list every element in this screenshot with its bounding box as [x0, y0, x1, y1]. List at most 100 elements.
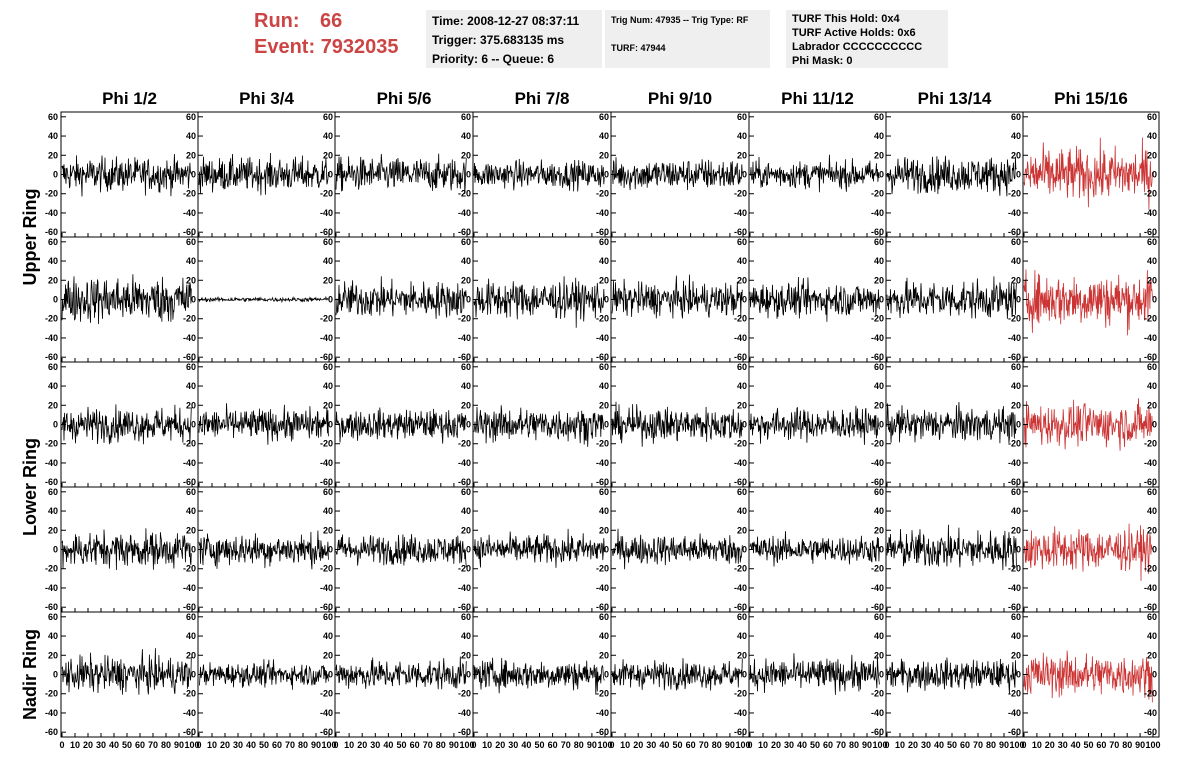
ytick-label-r3-c2-3: 0	[328, 420, 333, 430]
ytick-label-r2-c8-5: -40	[1144, 333, 1157, 343]
ytick-label-r1-c8-0: 60	[1147, 112, 1157, 122]
run-label: Run:	[254, 10, 300, 32]
ytick-label-r4-c6-1: 40	[874, 506, 884, 516]
ytick-label-r3-c6-5: -40	[871, 458, 884, 468]
ytick-label-left-r5-6: -60	[45, 727, 58, 737]
trig-num-readout: Trig Num: 47935 -- Trig Type: RF	[611, 15, 749, 25]
ytick-label-r3-c6-4: -20	[871, 439, 884, 449]
ytick-label-r2-c4-2: 20	[599, 275, 609, 285]
ytick-label-r2-c2-0: 60	[323, 237, 333, 247]
xtick-label-c7-5: 50	[947, 740, 957, 750]
ytick-label-r2-c4-4: -20	[596, 314, 609, 324]
trace-r5-c5	[611, 658, 743, 691]
ytick-label-r4-c7-2: 20	[1011, 525, 1021, 535]
ytick-label-r5-c6-4: -20	[871, 689, 884, 699]
xtick-label-c3-2: 20	[357, 740, 367, 750]
ytick-label-r1-c3-3: 0	[466, 170, 471, 180]
ytick-label-r3-c2-1: 40	[323, 381, 333, 391]
trace-r2-c2	[198, 295, 329, 304]
xtick-label-c8-8: 80	[1122, 740, 1132, 750]
ytick-label-r1-c1-1: 40	[186, 131, 196, 141]
trace-r4-c6	[749, 531, 880, 567]
ytick-label-r3-c6-6: -60	[871, 477, 884, 487]
ytick-label-r4-c3-2: 20	[461, 525, 471, 535]
trace-r4-c3	[335, 534, 467, 568]
ytick-label-left-r4-5: -40	[45, 583, 58, 593]
ytick-label-r2-c6-2: 20	[874, 275, 884, 285]
xtick-label-c6-3: 30	[784, 740, 794, 750]
ytick-label-r3-c7-1: 40	[1011, 381, 1021, 391]
ytick-label-r1-c6-2: 20	[874, 150, 884, 160]
ytick-label-r4-c5-4: -20	[734, 564, 747, 574]
xtick-label-c3-6: 60	[410, 740, 420, 750]
ytick-label-r4-c7-4: -20	[1008, 564, 1021, 574]
ytick-label-r5-c2-1: 40	[323, 631, 333, 641]
ytick-label-r5-c8-1: 40	[1147, 631, 1157, 641]
ytick-label-r1-c6-1: 40	[874, 131, 884, 141]
ytick-label-r4-c5-5: -40	[734, 583, 747, 593]
phi-mask-readout: Phi Mask: 0	[792, 55, 853, 67]
turf-hold-info-box: TURF This Hold: 0x4 TURF Active Holds: 0…	[786, 10, 948, 68]
ytick-label-r1-c3-1: 40	[461, 131, 471, 141]
xtick-label-c7-1: 10	[895, 740, 905, 750]
ytick-label-r5-c1-5: -40	[183, 708, 196, 718]
xtick-label-c7-7: 70	[973, 740, 983, 750]
ytick-label-r5-c3-2: 20	[461, 650, 471, 660]
ytick-label-r2-c6-0: 60	[874, 237, 884, 247]
ytick-label-r3-c3-6: -60	[458, 477, 471, 487]
ytick-label-left-r4-6: -60	[45, 602, 58, 612]
trace-r2-c8	[1023, 269, 1153, 336]
column-header-1: Phi 1/2	[102, 89, 157, 108]
ytick-label-r5-c7-3: 0	[1016, 670, 1021, 680]
trace-r3-c1	[61, 404, 192, 445]
trace-r4-c1	[61, 528, 192, 571]
ytick-label-r2-c2-6: -60	[320, 352, 333, 362]
xtick-label-c1-4: 40	[109, 740, 119, 750]
ytick-label-r4-c8-6: -60	[1144, 602, 1157, 612]
ytick-label-r5-c5-4: -20	[734, 689, 747, 699]
xtick-label-c2-7: 70	[285, 740, 295, 750]
ytick-label-r4-c6-3: 0	[879, 545, 884, 555]
ytick-label-r4-c1-6: -60	[183, 602, 196, 612]
ytick-label-r2-c3-3: 0	[466, 295, 471, 305]
ytick-label-r5-c7-5: -40	[1008, 708, 1021, 718]
ytick-label-left-r4-2: 20	[48, 525, 58, 535]
ytick-label-r2-c2-5: -40	[320, 333, 333, 343]
xtick-label-c5-8: 80	[712, 740, 722, 750]
ytick-label-r3-c4-0: 60	[599, 362, 609, 372]
run-value: 66	[320, 10, 343, 32]
ytick-label-r3-c1-0: 60	[186, 362, 196, 372]
column-header-6: Phi 11/12	[781, 89, 854, 108]
ytick-label-r4-c1-0: 60	[186, 487, 196, 497]
ytick-label-r3-c1-5: -40	[183, 458, 196, 468]
xtick-label-c1-6: 60	[135, 740, 145, 750]
trace-r5-c7	[886, 657, 1017, 694]
ytick-label-r2-c3-5: -40	[458, 333, 471, 343]
ytick-label-r4-c6-0: 60	[874, 487, 884, 497]
ytick-label-r1-c7-0: 60	[1011, 112, 1021, 122]
ytick-label-r5-c7-6: -60	[1008, 727, 1021, 737]
ytick-label-r1-c7-3: 0	[1016, 170, 1021, 180]
ytick-label-r5-c7-1: 40	[1011, 631, 1021, 641]
ytick-label-r3-c5-0: 60	[737, 362, 747, 372]
ytick-label-r1-c1-2: 20	[186, 150, 196, 160]
event-value: 7932035	[320, 36, 399, 58]
ytick-label-r4-c1-5: -40	[183, 583, 196, 593]
ytick-label-r3-c8-5: -40	[1144, 458, 1157, 468]
ytick-label-r4-c3-6: -60	[458, 602, 471, 612]
ytick-label-r1-c5-2: 20	[737, 150, 747, 160]
xtick-label-c3-7: 70	[423, 740, 433, 750]
ytick-label-r5-c1-3: 0	[191, 670, 196, 680]
xtick-label-c2-6: 60	[272, 740, 282, 750]
ytick-label-r2-c8-0: 60	[1147, 237, 1157, 247]
ytick-label-left-r1-3: 0	[53, 170, 58, 180]
ytick-label-r1-c1-5: -40	[183, 208, 196, 218]
ytick-label-left-r1-6: -60	[45, 227, 58, 237]
trigger-number-info-box: Trig Num: 47935 -- Trig Type: RF TURF: 4…	[605, 10, 770, 68]
ytick-label-r2-c1-6: -60	[183, 352, 196, 362]
xtick-label-c5-2: 20	[633, 740, 643, 750]
ytick-label-r3-c7-3: 0	[1016, 420, 1021, 430]
ytick-label-r3-c8-2: 20	[1147, 400, 1157, 410]
ytick-label-r4-c8-3: 0	[1152, 545, 1157, 555]
